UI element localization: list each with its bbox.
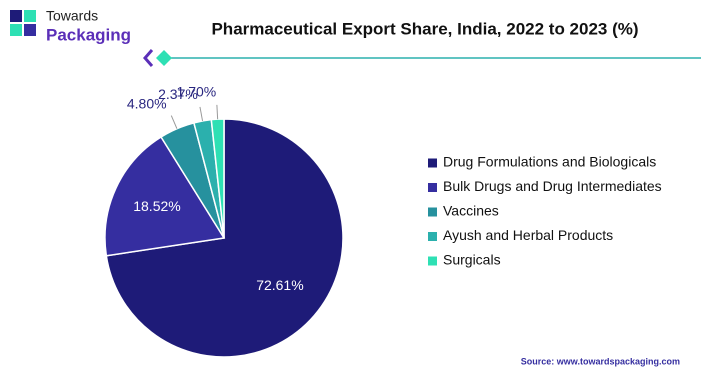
data-label: 18.52% [133, 198, 180, 214]
logo-text: Towards [46, 8, 98, 24]
chart-title: Pharmaceutical Export Share, India, 2022… [211, 19, 638, 38]
logo: Towards Packaging [10, 8, 131, 44]
title-decoration [143, 49, 701, 67]
legend-swatch [428, 158, 437, 168]
legend-swatch [428, 183, 437, 192]
legend-label: Bulk Drugs and Drug Intermediates [443, 178, 662, 194]
legend-label: Ayush and Herbal Products [443, 227, 613, 243]
logo-icon [24, 24, 36, 36]
legend-label: Vaccines [443, 203, 499, 219]
leader-line [170, 115, 178, 129]
leader-line [199, 106, 204, 122]
data-label: 4.80% [127, 95, 167, 111]
data-label: 1.70% [177, 84, 217, 100]
legend-swatch [428, 232, 437, 241]
logo-icon [10, 10, 22, 22]
legend-swatch [428, 256, 437, 266]
legend-swatch [428, 207, 437, 217]
logo-icon [24, 10, 36, 22]
logo-text: Packaging [46, 25, 131, 44]
source: Source: www.towardspackaging.com [521, 356, 680, 366]
data-label: 72.61% [256, 277, 303, 293]
leader-line [216, 104, 219, 120]
logo-icon [10, 24, 22, 36]
data-label: 2.37% [158, 86, 198, 102]
chevron [143, 49, 154, 67]
legend-label: Surgicals [443, 252, 501, 268]
pie-slice [104, 135, 226, 257]
legend-label: Drug Formulations and Biologicals [443, 154, 656, 170]
diamond [156, 50, 172, 66]
